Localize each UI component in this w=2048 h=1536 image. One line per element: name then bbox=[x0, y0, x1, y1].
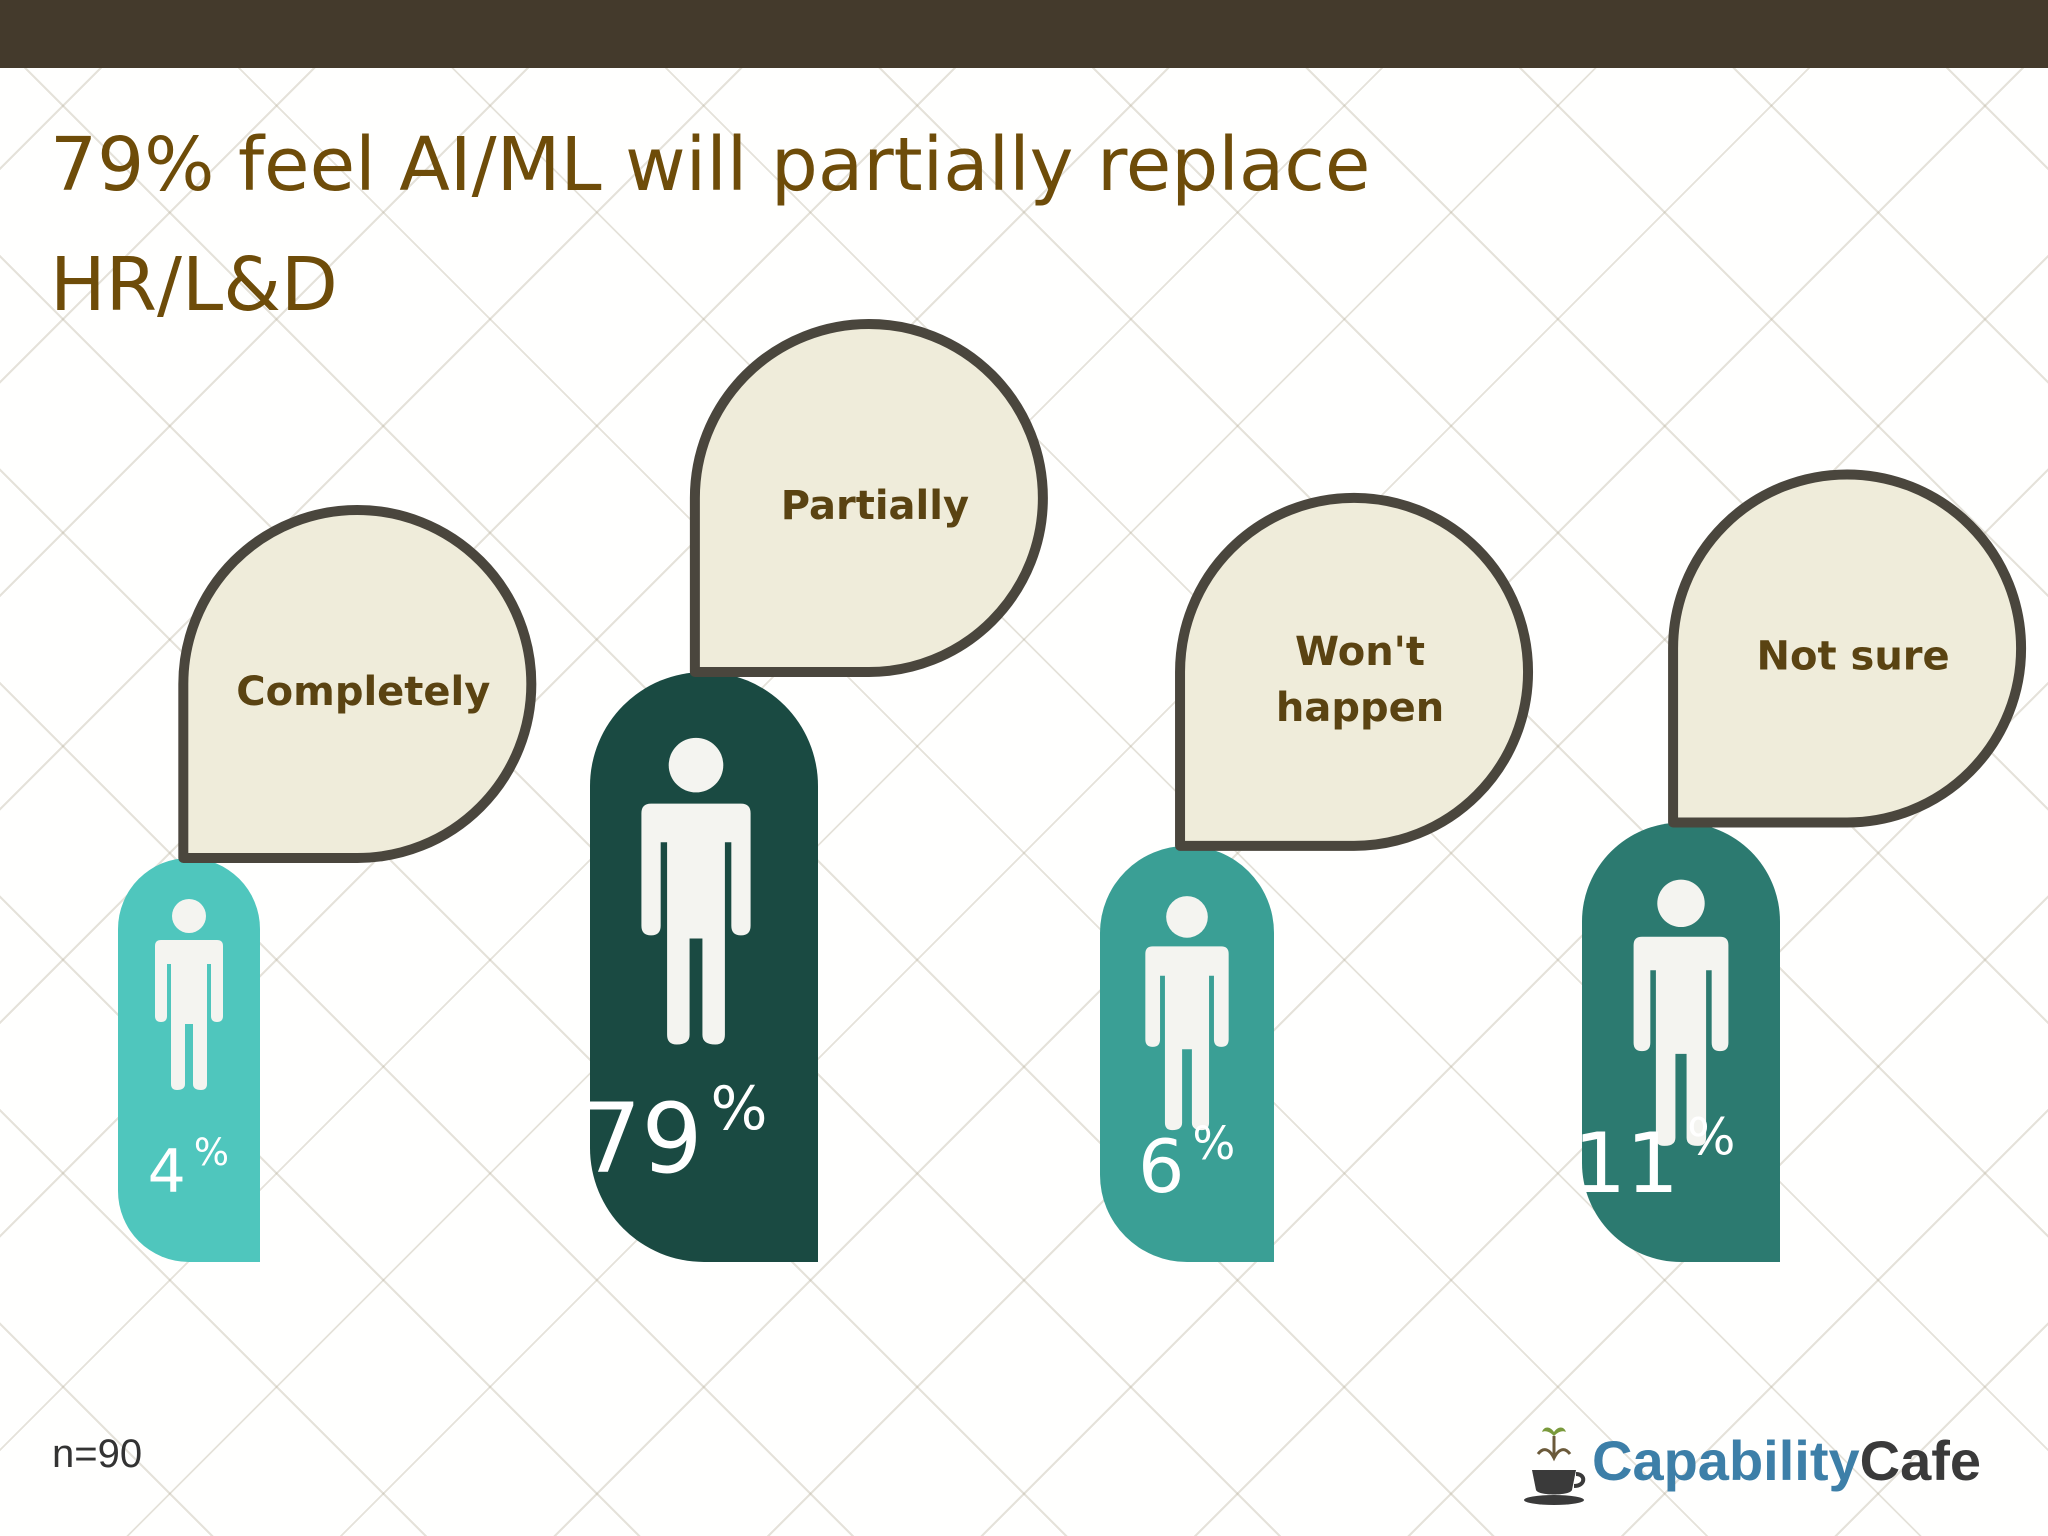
bubble-label: happen bbox=[1276, 685, 1444, 731]
value-percent-sign: % bbox=[194, 1131, 229, 1174]
logo-text: CapabilityCafe bbox=[1592, 1428, 1981, 1493]
value-pill bbox=[118, 857, 260, 1262]
person-icon bbox=[1145, 896, 1229, 1131]
speech-bubble bbox=[1175, 492, 1534, 851]
value-number: 6 bbox=[1138, 1125, 1184, 1210]
top-bar bbox=[0, 0, 2048, 68]
category-completely: Completely 4% bbox=[118, 504, 537, 1262]
value-number: 79 bbox=[580, 1083, 702, 1195]
person-icon bbox=[155, 898, 223, 1090]
value-pill bbox=[1100, 845, 1274, 1262]
category-won-t-happen: Won't happen 6% bbox=[1100, 492, 1534, 1262]
slide-title: 79% feel AI/ML will partially replace HR… bbox=[50, 122, 1371, 328]
category-not-sure: Not sure 11% bbox=[1573, 469, 2027, 1262]
person-icon bbox=[1633, 879, 1729, 1146]
bubble-label: Partially bbox=[781, 483, 969, 529]
logo-text-cafe: Cafe bbox=[1859, 1429, 1982, 1492]
value-number: 4 bbox=[148, 1137, 186, 1207]
speech-bubble bbox=[178, 504, 537, 863]
value-percent-sign: % bbox=[1687, 1109, 1735, 1168]
coffee-cup-icon bbox=[1524, 1427, 1586, 1505]
speech-bubble bbox=[1668, 469, 2027, 828]
bubble-label: Won't bbox=[1295, 629, 1425, 675]
capability-cafe-logo: CapabilityCafe bbox=[1520, 1420, 2020, 1510]
bubble-label: Not sure bbox=[1757, 633, 1950, 679]
speech-bubble bbox=[689, 319, 1048, 677]
sample-size-label: n=90 bbox=[52, 1432, 143, 1476]
person-icon bbox=[641, 737, 751, 1045]
category-partially: Partially 79% bbox=[580, 319, 1048, 1262]
value-number: 11 bbox=[1573, 1115, 1679, 1212]
value-percent-sign: % bbox=[711, 1074, 768, 1144]
value-percent-sign: % bbox=[1192, 1117, 1235, 1170]
logo-text-capability: Capability bbox=[1592, 1429, 1860, 1492]
bubble-label: Completely bbox=[236, 669, 490, 715]
